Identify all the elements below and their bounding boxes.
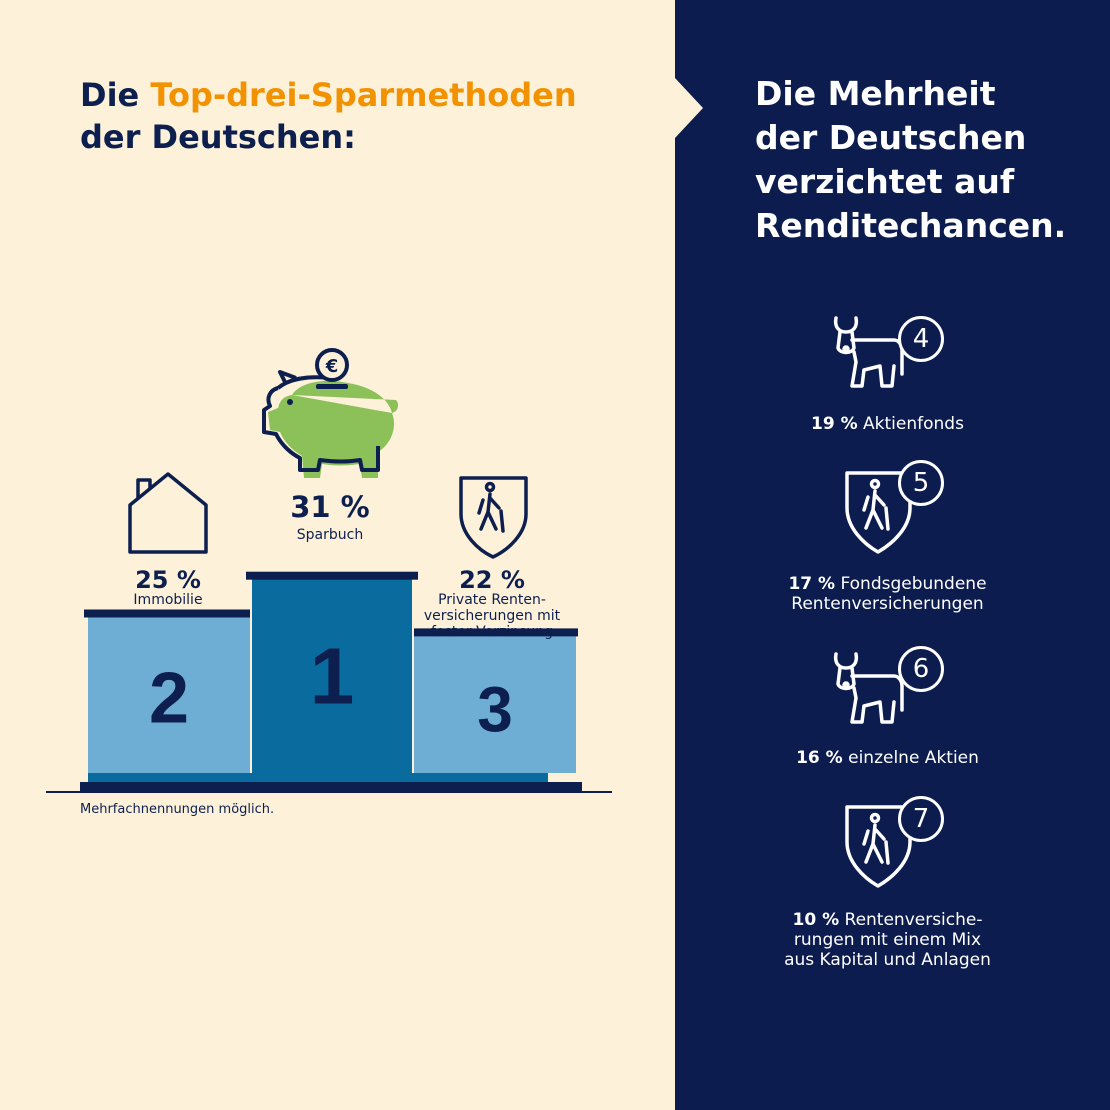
- right-item-5-text: 17 % Fondsgebundene Rentenversicherungen: [755, 574, 1020, 614]
- footnote: Mehrfachnennungen möglich.: [80, 802, 275, 817]
- piggy-bank-icon: €: [262, 348, 399, 478]
- category-label-3-line-3: fester Verzinsung: [430, 624, 554, 640]
- rank-number-1: 1: [310, 631, 355, 720]
- right-item-7-label-3: aus Kapital und Anlagen: [784, 950, 991, 970]
- rank-number-3: 3: [477, 674, 513, 746]
- category-label-2: Immobilie: [133, 592, 203, 608]
- right-title-line-3: verzichtet auf: [755, 162, 1015, 201]
- podium-block-1: [252, 577, 412, 773]
- podium-base: [80, 782, 582, 791]
- right-item-5-percent: 17 %: [788, 574, 836, 594]
- right-panel: [675, 0, 1110, 1110]
- ground-line: [46, 791, 612, 793]
- right-item-7-line-1: 10 % Rentenversiche-: [755, 910, 1020, 930]
- podium-base-strip: [88, 773, 548, 782]
- rank-number-2: 2: [149, 658, 189, 738]
- right-title-line-1: Die Mehrheit: [755, 74, 996, 113]
- left-title: Die Top-drei-Sparmethoden der Deutschen:: [80, 74, 577, 158]
- right-title-line-4: Renditechancen.: [755, 206, 1067, 245]
- bull-icon: [833, 652, 904, 724]
- value-label-3: 22 %: [459, 566, 525, 594]
- category-label-3-line-2: versicherungen mit: [423, 608, 561, 624]
- house-icon: [128, 472, 208, 554]
- category-label-3: Private Renten- versicherungen mit feste…: [412, 592, 572, 640]
- right-item-5-label-1: Fondsgebundene: [840, 574, 987, 594]
- rank-badge-4: 4: [898, 316, 944, 362]
- bull-icon: [833, 316, 904, 388]
- left-panel: [0, 0, 675, 1110]
- right-item-7-percent: 10 %: [792, 910, 840, 930]
- right-item-4-line-1: 19 % Aktienfonds: [755, 414, 1020, 434]
- rank-badge-5: 5: [898, 460, 944, 506]
- right-item-6-label: einzelne Aktien: [848, 748, 979, 768]
- right-title: Die Mehrheit der Deutschen verzichtet au…: [755, 72, 1066, 248]
- title-line-2: der Deutschen:: [80, 118, 356, 156]
- right-item-7-label-1: Rentenversiche-: [844, 910, 983, 930]
- category-label-1: Sparbuch: [296, 527, 364, 543]
- title-pre: Die: [80, 76, 151, 114]
- right-item-6-text: 16 % einzelne Aktien: [755, 748, 1020, 768]
- podium-cap-2: [84, 609, 250, 618]
- right-item-6-percent: 16 %: [796, 748, 843, 768]
- rank-badge-6: 6: [898, 646, 944, 692]
- shield-walker-icon: [845, 471, 912, 554]
- shield-walker-icon: [845, 805, 912, 888]
- podium-chart: 1 2 3 €: [46, 348, 612, 793]
- right-item-7-text: 10 % Rentenversiche- rungen mit einem Mi…: [755, 910, 1020, 970]
- right-title-line-2: der Deutschen: [755, 118, 1027, 157]
- right-item-4-text: 19 % Aktienfonds: [755, 414, 1020, 434]
- value-label-1: 31 %: [290, 490, 370, 524]
- shield-walker-icon: [459, 476, 528, 559]
- podium-cap-3: [414, 628, 578, 637]
- euro-symbol-icon: €: [325, 356, 339, 377]
- podium-block-2: [88, 615, 250, 773]
- category-label-3-line-1: Private Renten-: [438, 592, 546, 608]
- right-item-5-line-1: 17 % Fondsgebundene: [755, 574, 1020, 594]
- right-item-6-line-1: 16 % einzelne Aktien: [755, 748, 1020, 768]
- value-label-2: 25 %: [135, 566, 201, 594]
- podium-block-3: [414, 634, 576, 773]
- right-item-4-label: Aktienfonds: [863, 414, 964, 434]
- title-highlight: Top-drei-Sparmethoden: [150, 76, 577, 114]
- rank-badge-7: 7: [898, 796, 944, 842]
- podium-cap-1: [246, 571, 418, 580]
- panel-arrow: [675, 78, 703, 138]
- right-item-4-percent: 19 %: [811, 414, 858, 434]
- right-item-5-label-2: Rentenversicherungen: [791, 594, 984, 614]
- right-item-7-label-2: rungen mit einem Mix: [793, 930, 982, 950]
